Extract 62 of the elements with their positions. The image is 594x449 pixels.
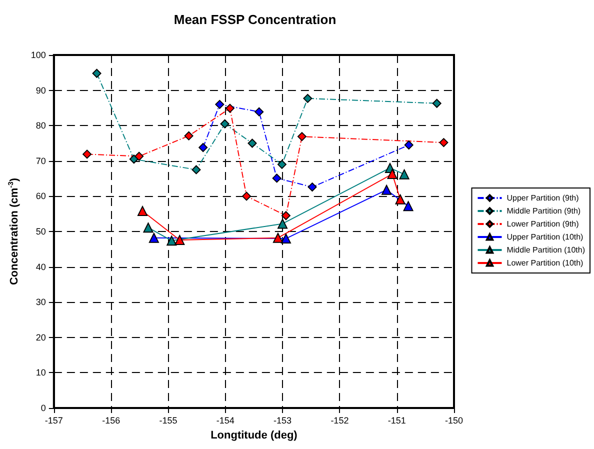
point: [166, 236, 177, 246]
y-tick-label: 0: [40, 403, 46, 413]
y-tick-label: 70: [36, 156, 46, 166]
point: [248, 138, 257, 148]
legend-label: Middle Partition (9th): [506, 206, 581, 216]
point: [134, 152, 144, 161]
point: [198, 142, 208, 152]
point: [82, 150, 92, 159]
chart-title: Mean FSSP Concentration: [174, 12, 336, 27]
point: [399, 169, 410, 180]
legend-label: Upper Partition (9th): [506, 194, 580, 202]
point: [143, 222, 154, 233]
x-tick-label: -153: [274, 416, 292, 426]
point: [184, 131, 194, 140]
y-tick-label: 90: [36, 85, 46, 96]
y-tick-label: 50: [36, 226, 46, 236]
point: [225, 104, 234, 113]
point: [404, 140, 414, 150]
point: [278, 218, 288, 229]
point: [129, 154, 138, 164]
point: [220, 119, 230, 128]
point: [272, 174, 282, 183]
point: [174, 234, 185, 245]
point: [92, 68, 102, 78]
point: [297, 132, 306, 142]
x-tick-label: -152: [330, 416, 349, 426]
point: [382, 184, 392, 195]
x-tick-label: -150: [444, 416, 464, 426]
point: [303, 94, 312, 103]
point: [138, 206, 148, 216]
point: [280, 234, 291, 244]
x-axis-title: Longtitude (deg): [210, 430, 298, 442]
y-tick-label: 30: [36, 297, 46, 308]
x-tick-label: -151: [388, 416, 406, 426]
legend-label: Middle Partition (10th): [506, 246, 586, 254]
point: [272, 232, 283, 243]
point: [192, 165, 201, 174]
point: [281, 211, 290, 220]
y-tick-label: 80: [36, 120, 46, 131]
point: [308, 182, 317, 192]
point: [254, 107, 264, 116]
x-tick-label: -156: [102, 416, 120, 426]
x-tick-label: -154: [216, 416, 234, 426]
y-tick-label: 60: [36, 191, 46, 202]
y-tick-label: 100: [30, 50, 46, 60]
point: [215, 100, 224, 109]
point: [242, 192, 252, 201]
x-tick-label: -157: [44, 416, 63, 426]
point: [277, 160, 286, 169]
point: [439, 138, 448, 148]
legend-label: Lower Partition (9th): [506, 220, 580, 228]
point: [148, 232, 159, 243]
legend-label: Upper Partition (10th): [506, 232, 584, 242]
point: [403, 201, 414, 212]
point: [395, 194, 406, 204]
point: [432, 98, 442, 108]
y-tick-label: 10: [36, 368, 46, 378]
y-tick-label: 20: [36, 332, 46, 342]
x-tick-label: -155: [159, 416, 178, 426]
y-tick-label: 40: [36, 262, 46, 272]
point: [387, 168, 398, 179]
legend-label: Lower Partition (10th): [506, 258, 584, 268]
